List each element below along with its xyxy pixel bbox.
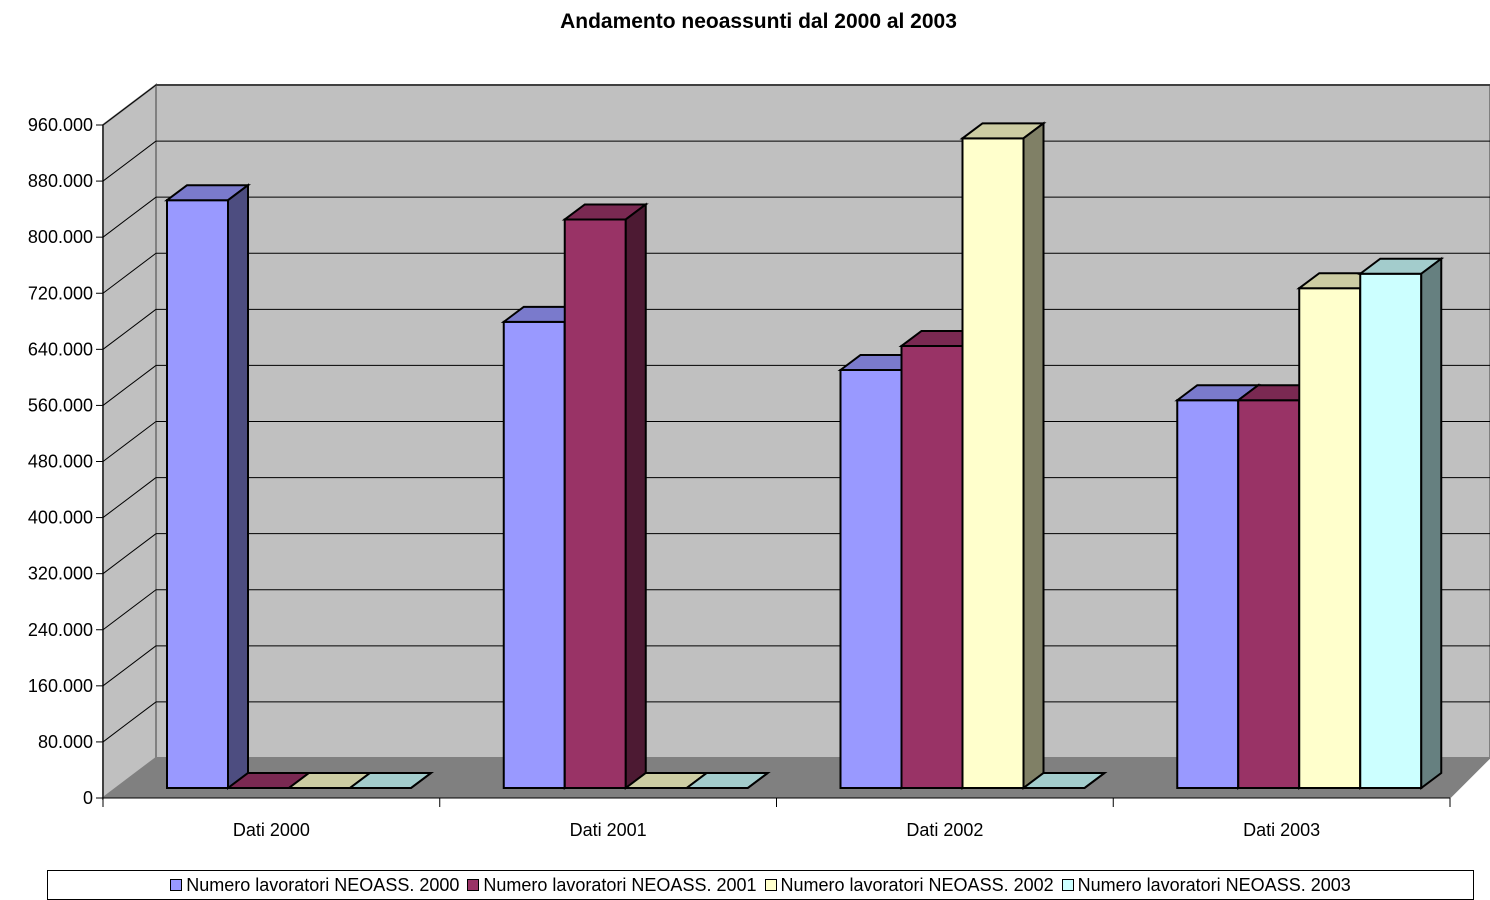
y-tick-label: 480.000 <box>28 452 93 472</box>
gridline-side <box>102 196 157 238</box>
y-tick-label: 320.000 <box>28 564 93 584</box>
legend: Numero lavoratori NEOASS. 2000 Numero lav… <box>47 870 1474 900</box>
y-tick-label: 80.000 <box>38 732 93 752</box>
x-tick-label: Dati 2003 <box>1243 820 1320 840</box>
bar-side <box>1022 121 1045 790</box>
x-tick-label: Dati 2002 <box>906 820 983 840</box>
bar-side <box>1420 256 1443 790</box>
bar-front <box>900 344 964 789</box>
bar <box>683 772 771 789</box>
bar-front <box>839 369 903 789</box>
gridline-side <box>102 589 157 631</box>
y-tick-label: 960.000 <box>28 115 93 135</box>
bar <box>959 121 1047 790</box>
x-tick-label: Dati 2001 <box>570 820 647 840</box>
bar-side <box>1083 772 1106 789</box>
legend-label: Numero lavoratori NEOASS. 2000 <box>186 874 460 895</box>
legend-label: Numero lavoratori NEOASS. 2001 <box>483 874 757 895</box>
gridline-side <box>102 252 157 294</box>
chart-plot: 0 80.000 160.000 240.000 320.000 400.000 480.0… <box>28 82 1490 840</box>
bar-front <box>961 137 1025 789</box>
legend-swatch <box>764 879 777 891</box>
axes <box>96 124 1451 807</box>
legend-item: Numero lavoratori NEOASS. 2001 <box>467 874 757 896</box>
y-tick-label: 400.000 <box>28 508 93 528</box>
gridline-side <box>102 645 157 687</box>
bar <box>347 772 434 789</box>
bar-side <box>624 202 647 790</box>
y-tick-label: 640.000 <box>28 339 93 359</box>
legend-item: Numero lavoratori NEOASS. 2000 <box>170 875 459 896</box>
y-tick-label: 880.000 <box>28 171 93 191</box>
bar-front <box>166 199 229 789</box>
gridline-side <box>102 365 157 406</box>
bar-front <box>1176 399 1240 789</box>
gridline-side <box>102 421 157 462</box>
legend-swatch <box>1061 879 1074 891</box>
bar-front <box>563 218 627 789</box>
legend-item: Numero lavoratori NEOASS. 2002 <box>764 874 1054 896</box>
legend-swatch <box>467 879 480 891</box>
bar-front <box>1298 287 1362 789</box>
bar <box>1020 772 1108 789</box>
y-tick-label: 0 <box>83 788 93 808</box>
bar-side <box>410 772 432 789</box>
x-tick-label: Dati 2000 <box>233 820 310 840</box>
bar <box>561 202 649 790</box>
legend-label: Numero lavoratori NEOASS. 2003 <box>1077 874 1351 895</box>
gridline-side <box>102 701 157 743</box>
axis-labels: 0 80.000 160.000 240.000 320.000 400.000 480.0… <box>28 115 1320 840</box>
bar-front <box>1237 399 1301 789</box>
legend-label: Numero lavoratori NEOASS. 2002 <box>780 874 1054 895</box>
bars <box>164 121 1445 790</box>
legend-item: Numero lavoratori NEOASS. 2003 <box>1061 874 1351 896</box>
bar-side <box>747 772 769 789</box>
gridline-side <box>102 84 157 126</box>
y-tick-label: 720.000 <box>28 283 93 303</box>
chart-title: Andamento neoassunti dal 2000 al 2003 <box>560 10 957 33</box>
y-tick-label: 560.000 <box>28 395 93 415</box>
gridline-side <box>102 308 157 350</box>
legend-swatch <box>170 879 183 891</box>
y-tick-label: 160.000 <box>28 676 93 696</box>
bar-front <box>502 320 566 789</box>
gridline-side <box>102 140 157 182</box>
y-tick-label: 240.000 <box>28 620 93 640</box>
y-tick-label: 800.000 <box>28 227 93 247</box>
bar-side <box>227 183 249 790</box>
bar <box>164 183 251 790</box>
gridline-side <box>102 477 157 518</box>
gridline-side <box>102 533 157 575</box>
bar-front <box>1359 272 1423 789</box>
bar <box>1357 256 1445 790</box>
